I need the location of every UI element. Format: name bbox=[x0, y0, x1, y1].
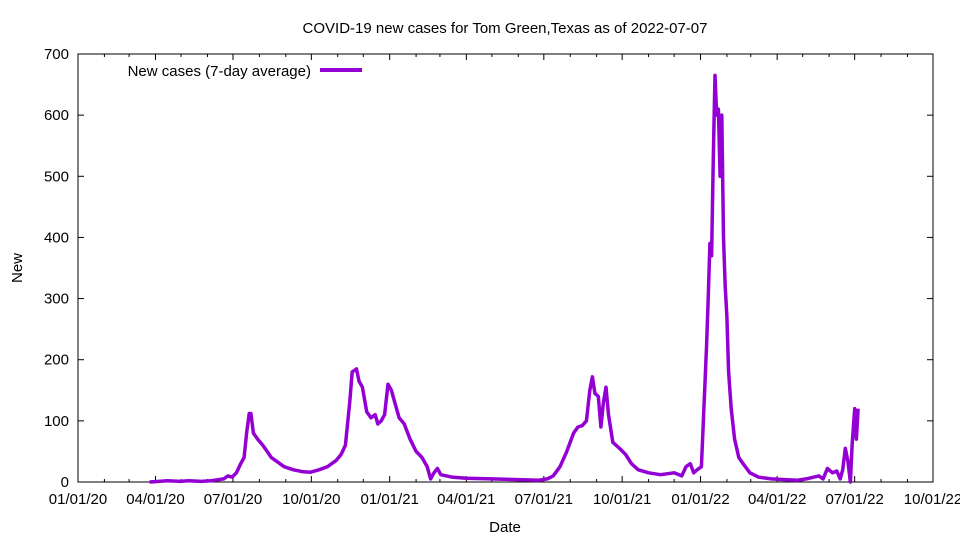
x-tick-label: 07/01/22 bbox=[825, 491, 883, 508]
x-tick-label: 01/01/20 bbox=[49, 491, 107, 508]
y-tick-label: 500 bbox=[44, 168, 69, 185]
legend-label: New cases (7-day average) bbox=[128, 63, 311, 80]
x-tick-label: 10/01/22 bbox=[904, 491, 960, 508]
x-tick-label: 01/01/22 bbox=[671, 491, 729, 508]
y-tick-label: 600 bbox=[44, 107, 69, 124]
chart-title: COVID-19 new cases for Tom Green,Texas a… bbox=[303, 20, 708, 37]
legend: New cases (7-day average) bbox=[128, 63, 362, 80]
y-tick-label: 0 bbox=[61, 474, 69, 491]
x-tick-label: 07/01/21 bbox=[515, 491, 573, 508]
plot-frame bbox=[77, 53, 934, 483]
y-tick-label: 300 bbox=[44, 291, 69, 308]
x-tick-label: 10/01/20 bbox=[282, 491, 340, 508]
x-tick-label: 04/01/21 bbox=[437, 491, 495, 508]
series-line bbox=[149, 73, 860, 484]
y-ticks: 0 100 200 300 400 500 600 700 bbox=[44, 46, 933, 491]
x-tick-label: 04/01/20 bbox=[126, 491, 184, 508]
y-tick-label: 400 bbox=[44, 229, 69, 246]
x-axis-label: Date bbox=[489, 519, 521, 536]
x-ticks: 01/01/20 04/01/20 07/01/20 10/01/20 01/01/21… bbox=[49, 54, 960, 508]
series-group bbox=[149, 73, 860, 484]
y-tick-label: 100 bbox=[44, 413, 69, 430]
y-axis-label: New bbox=[9, 253, 26, 283]
y-tick-label: 700 bbox=[44, 46, 69, 63]
x-tick-label: 07/01/20 bbox=[204, 491, 262, 508]
x-tick-label: 01/01/21 bbox=[360, 491, 418, 508]
x-tick-label: 10/01/21 bbox=[593, 491, 651, 508]
y-tick-label: 200 bbox=[44, 352, 69, 369]
x-tick-label: 04/01/22 bbox=[748, 491, 806, 508]
